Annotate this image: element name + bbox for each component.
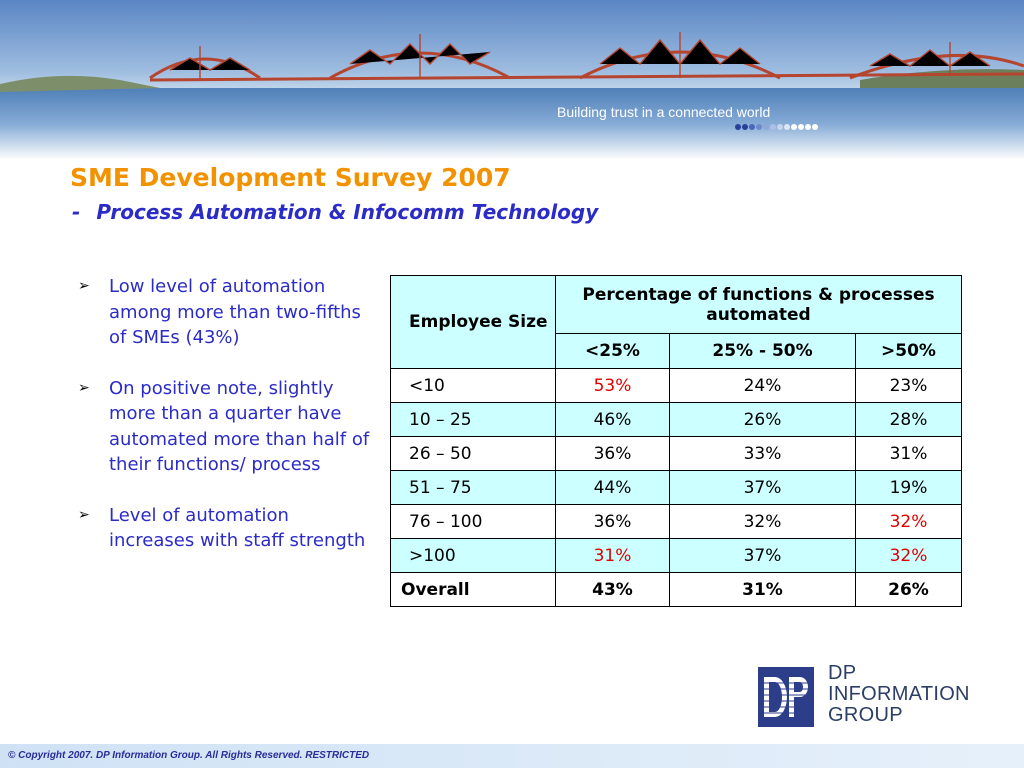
banner-dot: [777, 124, 783, 130]
banner-dot: [742, 124, 748, 130]
dp-logo-icon: [758, 667, 814, 727]
key-findings-list: ➢ Low level of automation among more than…: [78, 274, 378, 579]
dp-information-group-logo: DP INFORMATION GROUP: [758, 663, 970, 727]
table-cell: 31%: [669, 572, 856, 607]
logo-wordmark: DP INFORMATION GROUP: [828, 663, 970, 726]
row-label: 10 – 25: [390, 402, 556, 437]
header-banner: Building trust in a connected world: [0, 0, 1024, 160]
table-cell: 32%: [855, 504, 962, 539]
banner-dot: [791, 124, 797, 130]
copyright-notice: © Copyright 2007. DP Information Group. …: [8, 750, 370, 761]
table-cell: 33%: [669, 436, 856, 471]
bullet-text: On positive note, slightly more than a q…: [109, 377, 370, 476]
table-cell: 46%: [555, 402, 670, 437]
bullet-text: Level of automation increases with staff…: [109, 504, 366, 552]
subtitle-dash: -: [72, 200, 81, 224]
table-cell: 28%: [855, 402, 962, 437]
column-header: <25%: [555, 333, 670, 369]
table-row: 26 – 50 36% 33% 31%: [390, 436, 962, 471]
row-label: >100: [390, 538, 556, 573]
banner-dot: [749, 124, 755, 130]
tagline: Building trust in a connected world: [557, 104, 771, 120]
table-row: <10 53% 24% 23%: [390, 368, 962, 403]
logo-line: DP: [828, 662, 857, 684]
page-title: SME Development Survey 2007: [70, 163, 511, 192]
banner-dot: [763, 124, 769, 130]
list-item: ➢ Level of automation increases with staf…: [78, 503, 378, 554]
table-cell: 26%: [669, 402, 856, 437]
table-cell: 23%: [855, 368, 962, 403]
arrow-bullet-icon: ➢: [78, 379, 90, 396]
banner-dot: [735, 124, 741, 130]
employee-size-header: Employee Size: [390, 275, 556, 369]
banner-dot: [770, 124, 776, 130]
percentage-group-header: Percentage of functions & processes auto…: [555, 275, 962, 334]
row-label: <10: [390, 368, 556, 403]
table-cell: 26%: [855, 572, 962, 607]
table-cell: 24%: [669, 368, 856, 403]
banner-dot: [756, 124, 762, 130]
table-row: >100 31% 37% 32%: [390, 538, 962, 573]
table-cell: 36%: [555, 504, 670, 539]
banner-dot: [798, 124, 804, 130]
logo-line: GROUP: [828, 704, 903, 726]
table-cell: 19%: [855, 470, 962, 505]
table-cell: 53%: [555, 368, 670, 403]
page-subtitle: - Process Automation & Infocomm Technolog…: [72, 200, 598, 224]
row-label: 26 – 50: [390, 436, 556, 471]
column-header: >50%: [855, 333, 962, 369]
table-cell: 31%: [555, 538, 670, 573]
row-label: Overall: [390, 572, 556, 607]
table-cell: 32%: [855, 538, 962, 573]
logo-line: INFORMATION: [828, 683, 970, 705]
footer-bar: © Copyright 2007. DP Information Group. …: [0, 744, 1024, 768]
banner-dot: [812, 124, 818, 130]
arrow-bullet-icon: ➢: [78, 506, 90, 523]
row-label: 76 – 100: [390, 504, 556, 539]
automation-table: Employee Size Percentage of functions & …: [390, 275, 962, 607]
table-cell: 43%: [555, 572, 670, 607]
bullet-text: Low level of automation among more than …: [109, 276, 361, 348]
banner-dot: [805, 124, 811, 130]
table-cell: 36%: [555, 436, 670, 471]
column-header: 25% - 50%: [669, 333, 856, 369]
table-cell: 37%: [669, 538, 856, 573]
table-cell: 31%: [855, 436, 962, 471]
list-item: ➢ Low level of automation among more than…: [78, 274, 378, 351]
row-label: 51 – 75: [390, 470, 556, 505]
table-row: 10 – 25 46% 26% 28%: [390, 402, 962, 437]
table-row: 51 – 75 44% 37% 19%: [390, 470, 962, 505]
table-cell: 32%: [669, 504, 856, 539]
list-item: ➢ On positive note, slightly more than a …: [78, 376, 378, 478]
bridge-photo: [0, 0, 1024, 160]
banner-dot: [784, 124, 790, 130]
overall-row: Overall 43% 31% 26%: [390, 572, 962, 607]
table-cell: 37%: [669, 470, 856, 505]
banner-dots: [735, 124, 818, 130]
table-row: 76 – 100 36% 32% 32%: [390, 504, 962, 539]
table-cell: 44%: [555, 470, 670, 505]
subtitle-text: Process Automation & Infocomm Technology: [96, 200, 599, 224]
arrow-bullet-icon: ➢: [78, 278, 90, 294]
